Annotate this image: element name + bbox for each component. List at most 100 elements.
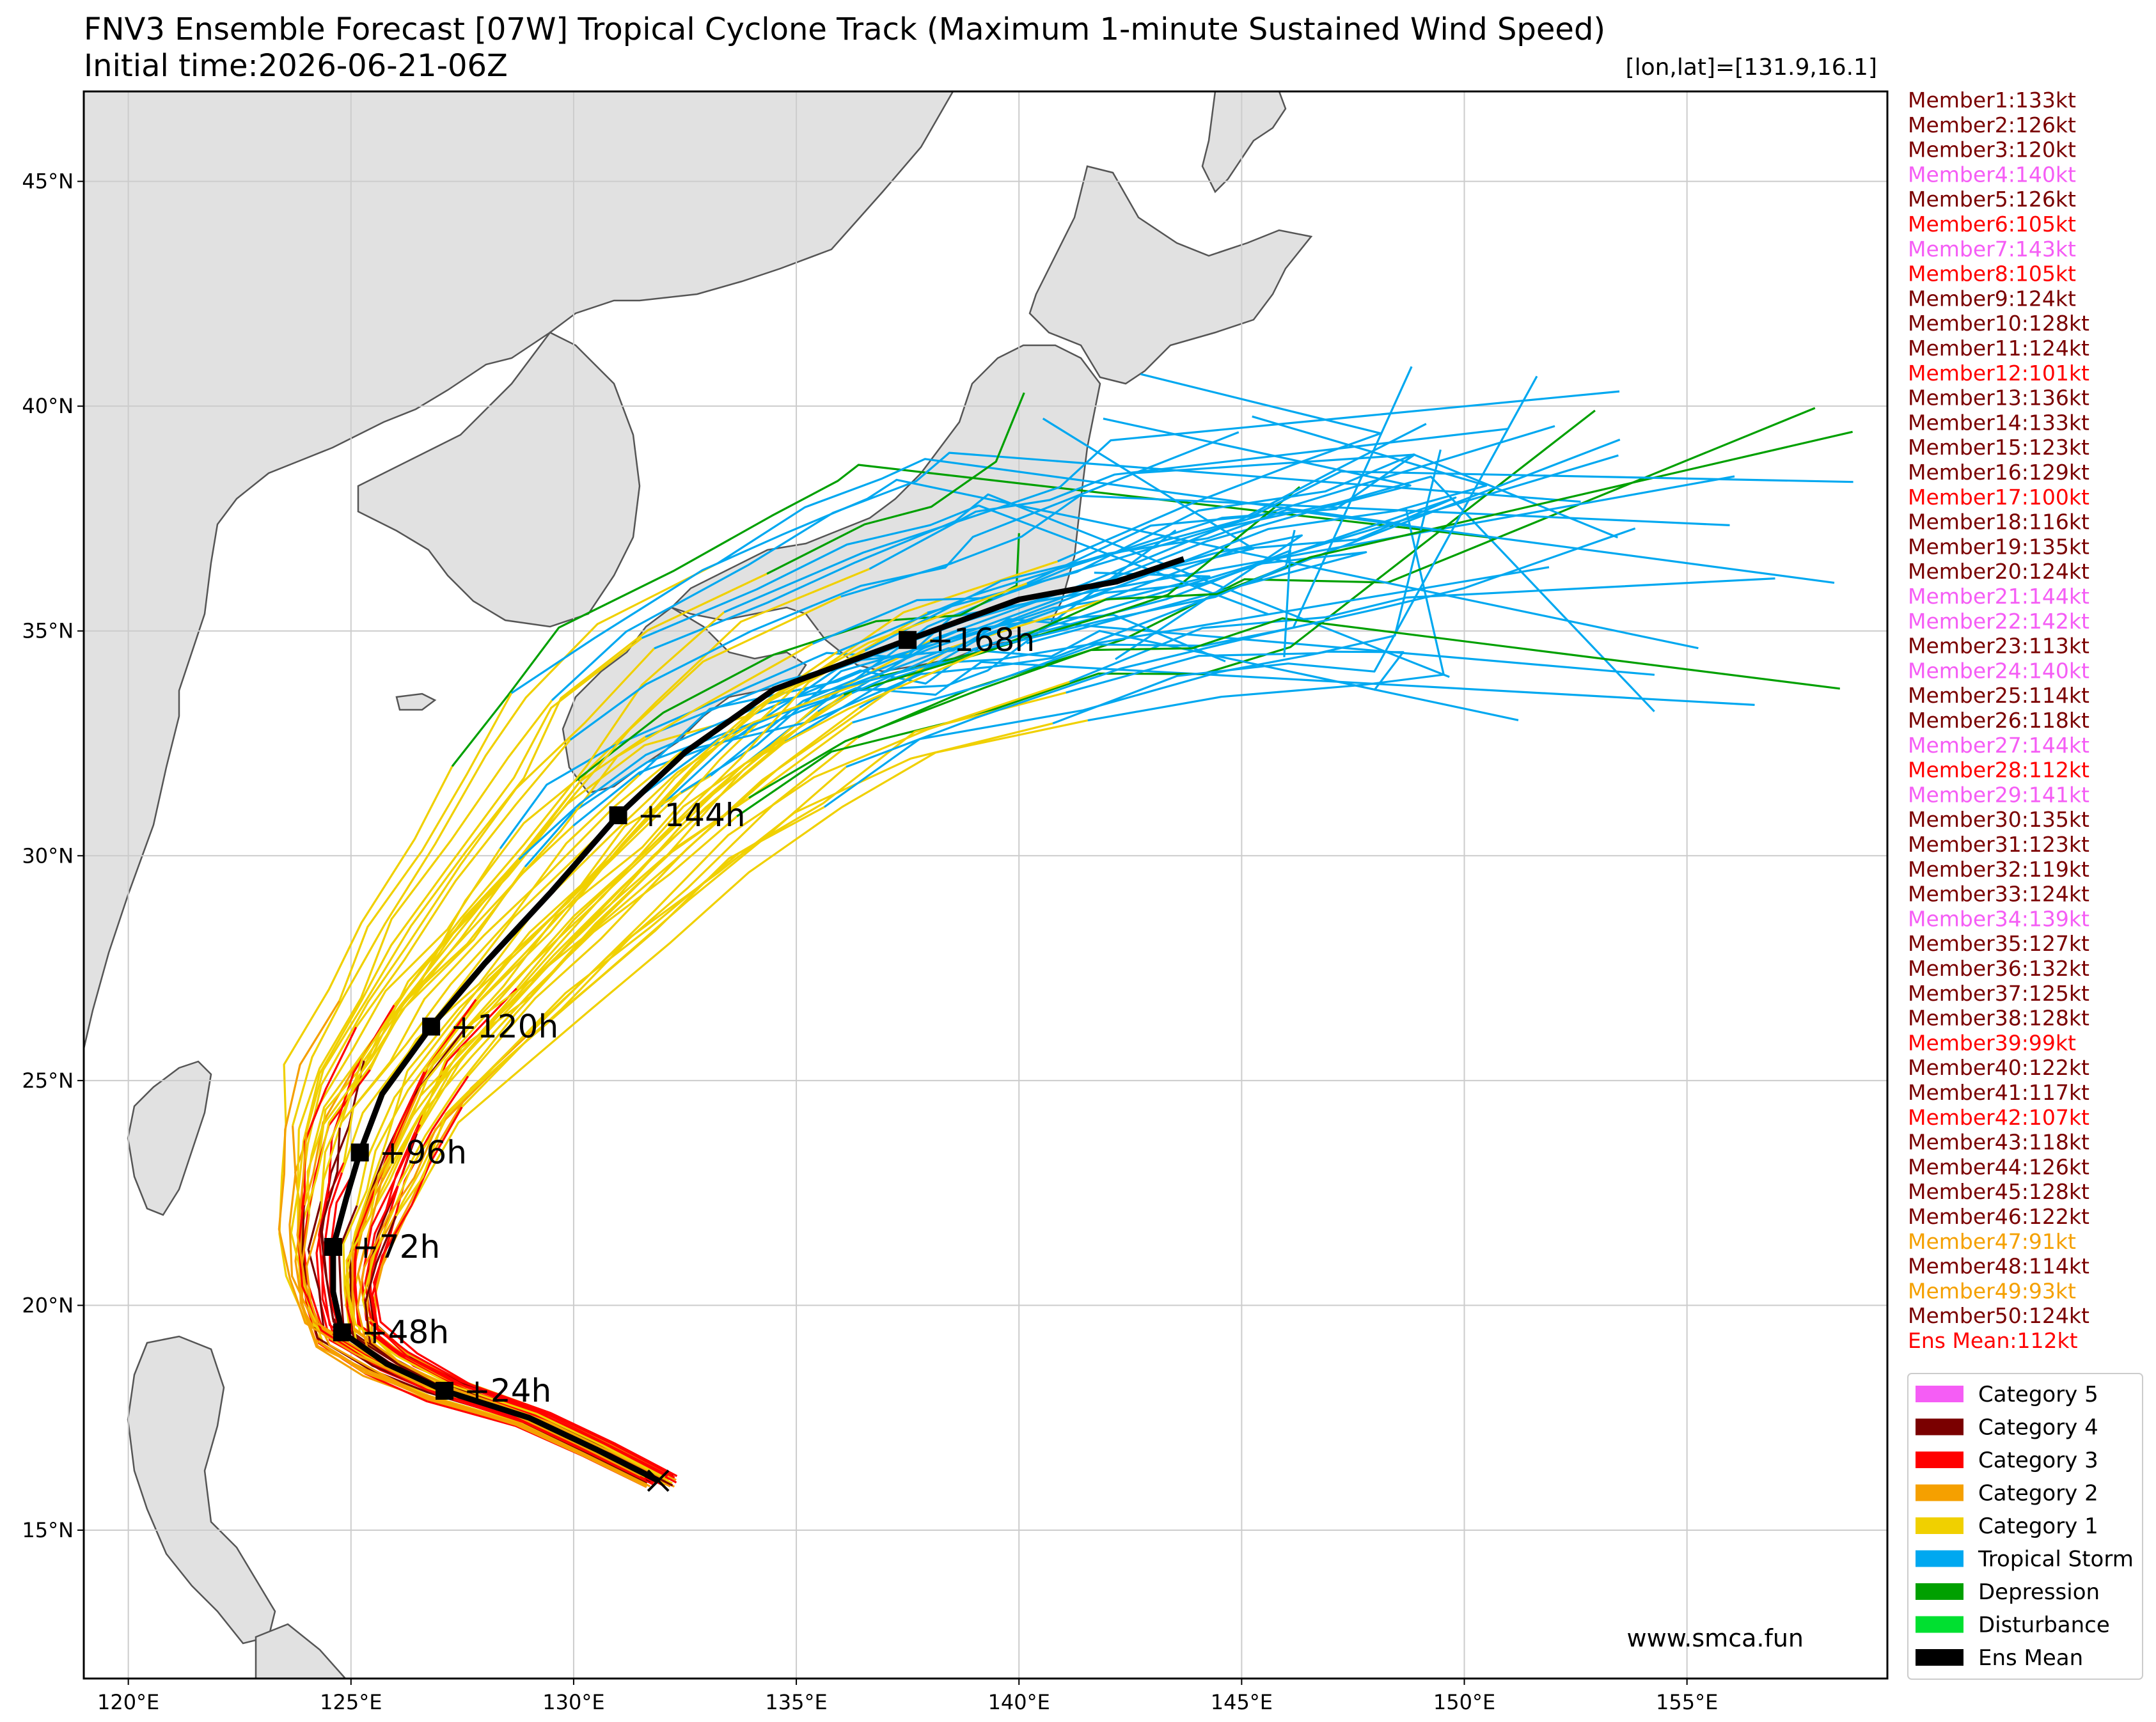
legend-label: Tropical Storm: [1978, 1547, 2134, 1572]
legend-swatch: [1916, 1616, 1963, 1633]
member-intensity-label: Member26:118kt: [1908, 708, 2089, 733]
x-tick-label: 130°E: [542, 1690, 604, 1714]
legend-label: Category 2: [1978, 1481, 2098, 1507]
member-intensity-label: Member40:122kt: [1908, 1055, 2089, 1080]
member-track-segment: [654, 493, 1450, 678]
member-track-segment: [376, 740, 786, 1200]
time-marker-square: [422, 1017, 441, 1036]
member-track-segment: [551, 451, 1581, 701]
time-marker-label: +168h: [927, 622, 1035, 659]
member-track-segment: [395, 806, 825, 1217]
member-tracks: [278, 366, 1853, 1488]
legend-swatch: [1916, 1452, 1963, 1468]
member-intensity-label: Member3:120kt: [1908, 137, 2076, 162]
member-track-segment: [319, 750, 682, 1219]
member-intensity-label: Member38:128kt: [1908, 1006, 2089, 1031]
member-track-segment: [305, 1217, 651, 1487]
member-track-segment: [366, 805, 662, 1191]
figure-title: FNV3 Ensemble Forecast [07W] Tropical Cy…: [84, 12, 1605, 47]
member-track-segment: [411, 680, 1070, 1166]
member-intensity-label: Member12:101kt: [1908, 361, 2089, 386]
time-marker-label: +72h: [352, 1228, 440, 1265]
member-track-segment: [404, 719, 1089, 1219]
x-tick-label: 140°E: [988, 1690, 1050, 1714]
y-tick-label: 40°N: [22, 394, 74, 418]
member-track-segment: [989, 529, 1296, 649]
member-track-segment: [406, 650, 838, 1072]
member-intensity-label: Member23:113kt: [1908, 634, 2089, 659]
axis-ticks: 120°E 125°E 130°E 135°E 140°E 145°E 150°E 155°E…: [22, 169, 1718, 1714]
legend-swatch: [1916, 1418, 1963, 1436]
member-track-segment: [366, 815, 738, 1222]
member-intensity-label: Member21:144kt: [1908, 584, 2089, 609]
member-intensity-label: Member33:124kt: [1908, 882, 2089, 907]
y-tick-label: 45°N: [22, 169, 74, 194]
member-intensity-label: Member22:142kt: [1908, 609, 2089, 634]
legend-box: [1907, 1373, 2143, 1680]
y-tick-label: 20°N: [22, 1293, 74, 1317]
member-track-segment: [306, 859, 520, 1214]
member-intensity-label: Member14:133kt: [1908, 410, 2089, 435]
member-intensity-label: Member5:126kt: [1908, 187, 2076, 212]
asia-mainland: [84, 91, 954, 1049]
map-frame: [83, 90, 1889, 1680]
time-marker-square: [436, 1382, 453, 1400]
x-tick-label: 135°E: [765, 1690, 827, 1714]
member-intensity-label: Member47:91kt: [1908, 1229, 2076, 1254]
member-intensity-label: Member4:140kt: [1908, 162, 2076, 187]
member-intensity-label: Member45:128kt: [1908, 1179, 2089, 1204]
member-track-segment: [338, 611, 725, 1128]
legend-swatch: [1916, 1386, 1963, 1402]
member-intensity-label: Member32:119kt: [1908, 857, 2089, 882]
member-track-segment: [840, 494, 1730, 598]
member-intensity-label: Member48:114kt: [1908, 1254, 2089, 1279]
member-intensity-label: Member10:128kt: [1908, 311, 2089, 336]
member-intensity-list: Member1:133ktMember2:126ktMember3:120ktM…: [1908, 88, 2089, 1353]
member-track-segment: [879, 486, 1301, 678]
time-marker-square: [899, 630, 917, 649]
member-track-segment: [369, 797, 750, 1217]
member-track-segment: [393, 595, 842, 1006]
time-marker-label: +96h: [379, 1134, 467, 1171]
member-track-segment: [510, 478, 1699, 694]
member-intensity-label: Member16:129kt: [1908, 460, 2089, 485]
legend-label: Depression: [1978, 1579, 2100, 1605]
member-track-segment: [369, 825, 574, 1070]
member-track-segment: [451, 464, 1494, 767]
member-track-segment: [766, 392, 1025, 575]
legend-swatch: [1916, 1649, 1963, 1666]
member-intensity-label: Member31:123kt: [1908, 832, 2089, 857]
map-area: +24h +48h +72h +96h +120h +144h +168h www.smca…: [84, 91, 1887, 1679]
legend: Category 5 Category 4 Category 3 Category 2…: [1907, 1373, 2143, 1680]
member-track-segment: [1052, 375, 1538, 724]
member-track-segment: [467, 707, 860, 1077]
legend-swatch: [1916, 1583, 1963, 1600]
time-marker-square: [324, 1238, 342, 1256]
member-track-segment: [518, 566, 1550, 861]
legend-label: Category 5: [1978, 1382, 2098, 1407]
legend-swatch: [1916, 1517, 1963, 1534]
member-intensity-label: Member6:105kt: [1908, 212, 2076, 237]
time-marker-square: [333, 1323, 351, 1342]
member-track-segment: [355, 739, 571, 1028]
x-tick-label: 125°E: [320, 1690, 382, 1714]
member-track-segment: [320, 643, 814, 1201]
member-track-segment: [1106, 496, 1457, 600]
member-intensity-label: Member8:105kt: [1908, 262, 2076, 286]
member-track-segment: [283, 765, 453, 1124]
member-intensity-label: Member2:126kt: [1908, 113, 2076, 137]
member-intensity-label: Member1:133kt: [1908, 88, 2076, 113]
member-intensity-label: Member39:99kt: [1908, 1030, 2076, 1055]
member-intensity-label: Member29:141kt: [1908, 782, 2089, 807]
member-track-segment: [338, 693, 513, 1001]
member-track-segment: [351, 1086, 666, 1482]
start-coordinate: [lon,lat]=[131.9,16.1]: [1626, 54, 1877, 81]
member-intensity-label: Member50:124kt: [1908, 1303, 2089, 1328]
member-track-segment: [423, 582, 1028, 1073]
member-track-segment: [305, 572, 767, 1133]
member-track-segment: [302, 866, 526, 1222]
member-intensity-label: Member41:117kt: [1908, 1080, 2089, 1105]
member-track-segment: [419, 611, 928, 1125]
x-tick-label: 120°E: [97, 1690, 159, 1714]
